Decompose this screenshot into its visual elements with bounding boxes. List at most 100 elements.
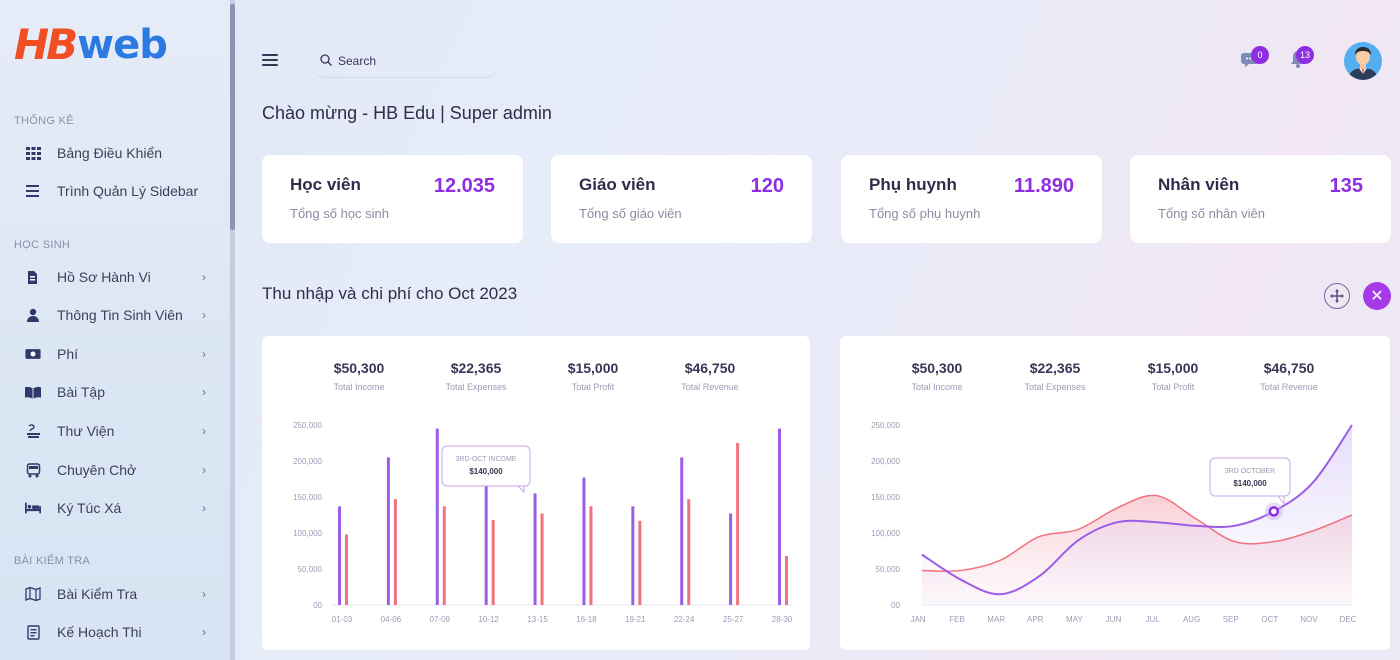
- summary-label: Total Profit: [571, 382, 615, 392]
- x-tick-label: OCT: [1261, 615, 1278, 624]
- sidebar-item-dashboard[interactable]: Bảng Điều Khiển: [0, 138, 230, 168]
- bar-income: [680, 457, 684, 605]
- bar-income: [484, 471, 488, 605]
- x-tick-label: JUN: [1106, 615, 1122, 624]
- bar-income: [582, 477, 586, 605]
- x-tick-label: NOV: [1300, 615, 1318, 624]
- bar-income: [778, 428, 781, 605]
- list-icon: [25, 183, 41, 199]
- chevron-right-icon: ›: [202, 385, 206, 399]
- line-expense: [921, 494, 1353, 572]
- search-box[interactable]: [310, 44, 500, 78]
- y-tick-label: 50,000: [298, 565, 323, 574]
- search-icon: [320, 53, 332, 71]
- menu-toggle-button[interactable]: [262, 54, 279, 68]
- section-title-hoc-sinh: HỌC SINH: [14, 239, 71, 251]
- bar-income: [386, 457, 390, 605]
- search-input[interactable]: [338, 52, 488, 70]
- card-value: 120: [750, 175, 784, 197]
- chevron-right-icon: ›: [202, 587, 206, 601]
- summary-value: $22,365: [450, 360, 502, 376]
- x-tick-label: AUG: [1183, 615, 1200, 624]
- sidebar-item-label: Bài Tập: [57, 384, 105, 400]
- section-title-bai-kiem-tra: BÀI KIỂM TRA: [14, 555, 91, 567]
- x-tick-label: SEP: [1223, 615, 1239, 624]
- library-icon: [25, 423, 41, 439]
- bar-expense: [345, 534, 348, 605]
- sidebar-scrollbar[interactable]: [230, 0, 235, 660]
- stat-card-students: Học viên 12.035 Tổng số học sinh: [262, 155, 523, 243]
- stat-card-teachers: Giáo viên 120 Tổng số giáo viên: [551, 155, 812, 243]
- sidebar-item-behavior-records[interactable]: Hồ Sơ Hành Vi ›: [0, 262, 230, 292]
- sidebar-item-sidebar-manager[interactable]: Trình Quản Lý Sidebar: [0, 176, 230, 206]
- y-tick-label: 250,000: [871, 421, 900, 430]
- summary-total-income: $50,300 Total Income: [882, 360, 992, 392]
- y-tick-label: 00: [313, 601, 322, 610]
- card-subtitle: Tổng số giáo viên: [579, 206, 682, 221]
- sidebar-item-fees[interactable]: Phí ›: [0, 339, 230, 369]
- brand-logo-hb: HB: [14, 20, 78, 69]
- avatar[interactable]: [1344, 42, 1382, 80]
- sidebar-item-label: Thư Viện: [57, 423, 115, 439]
- sidebar-item-assignments[interactable]: Bài Tập ›: [0, 377, 230, 407]
- x-tick-label: JAN: [910, 615, 925, 624]
- income-area-chart-panel: $50,300 Total Income $22,365 Total Expen…: [840, 336, 1390, 650]
- summary-value: $46,750: [1263, 360, 1315, 376]
- sidebar-item-label: Kế Hoạch Thi: [57, 624, 142, 640]
- y-tick-label: 50,000: [876, 565, 901, 574]
- chevron-right-icon: ›: [202, 308, 206, 322]
- summary-value: $46,750: [684, 360, 736, 376]
- bar-income: [631, 506, 635, 605]
- bar-expense: [442, 506, 446, 605]
- close-button[interactable]: ✕: [1363, 282, 1391, 310]
- sidebar-item-dormitory[interactable]: Ký Túc Xá ›: [0, 493, 230, 523]
- card-title: Học viên: [290, 175, 361, 194]
- summary-value: $15,000: [1147, 360, 1199, 376]
- highlight-point[interactable]: [1268, 506, 1280, 517]
- stat-card-parents: Phụ huynh 11.890 Tổng số phụ huynh: [841, 155, 1102, 243]
- chevron-right-icon: ›: [202, 463, 206, 477]
- tooltip-value: $140,000: [1233, 479, 1267, 488]
- messages-badge: 0: [1251, 46, 1269, 64]
- chevron-right-icon: ›: [202, 424, 206, 438]
- bar-expense: [589, 506, 593, 605]
- sidebar-item-label: Trình Quản Lý Sidebar: [57, 183, 199, 199]
- sidebar-item-transport[interactable]: Chuyên Chở ›: [0, 455, 230, 485]
- summary-label: Total Profit: [1151, 382, 1195, 392]
- bar-expense: [736, 443, 740, 605]
- tooltip-value: $140,000: [469, 467, 503, 476]
- summary-total-profit: $15,000 Total Profit: [1118, 360, 1228, 392]
- sidebar-item-exam-plan[interactable]: Kế Hoạch Thi ›: [0, 617, 230, 647]
- x-tick-label: 04-06: [381, 615, 402, 624]
- sidebar-item-label: Chuyên Chở: [57, 462, 137, 478]
- bar-chart: 250,000 200,000 150,000 100,000 50,000 00 01-0…: [293, 421, 793, 624]
- sidebar-item-library[interactable]: Thư Viện ›: [0, 416, 230, 446]
- line-income: [921, 424, 1353, 596]
- sidebar: HB web THỐNG KÊ Bảng Điều Khiển Trình Quả…: [0, 0, 230, 660]
- sidebar-item-exams[interactable]: Bài Kiểm Tra ›: [0, 579, 230, 609]
- card-title: Giáo viên: [579, 175, 656, 194]
- summary-value: $50,300: [911, 360, 963, 376]
- summary-value: $22,365: [1029, 360, 1081, 376]
- x-tick-label: MAY: [1066, 615, 1083, 624]
- move-icon: [1330, 289, 1344, 303]
- bar-income: [533, 493, 537, 605]
- y-tick-label: 200,000: [871, 457, 900, 466]
- sidebar-item-label: Phí: [57, 346, 79, 362]
- income-expense-heading: Thu nhập và chi phí cho Oct 2023: [262, 284, 518, 303]
- plan-icon: [25, 624, 41, 640]
- bar-expense: [540, 513, 544, 605]
- notifications-badge: 13: [1296, 46, 1315, 64]
- sidebar-item-student-info[interactable]: Thông Tin Sinh Viên ›: [0, 300, 230, 330]
- x-tick-label: 25-27: [723, 615, 744, 624]
- summary-total-revenue: $46,750 Total Revenue: [1234, 360, 1344, 392]
- summary-total-expenses: $22,365 Total Expenses: [421, 360, 531, 392]
- income-bar-chart-panel: $50,300 Total Income $22,365 Total Expen…: [262, 336, 810, 650]
- card-subtitle: Tổng số học sinh: [290, 206, 390, 221]
- summary-total-expenses: $22,365 Total Expenses: [1000, 360, 1110, 392]
- scrollbar-thumb[interactable]: [230, 4, 235, 230]
- grid-icon: [25, 145, 41, 161]
- card-value: 135: [1329, 175, 1363, 197]
- move-button[interactable]: [1324, 283, 1350, 309]
- brand-logo[interactable]: HB web: [14, 20, 168, 69]
